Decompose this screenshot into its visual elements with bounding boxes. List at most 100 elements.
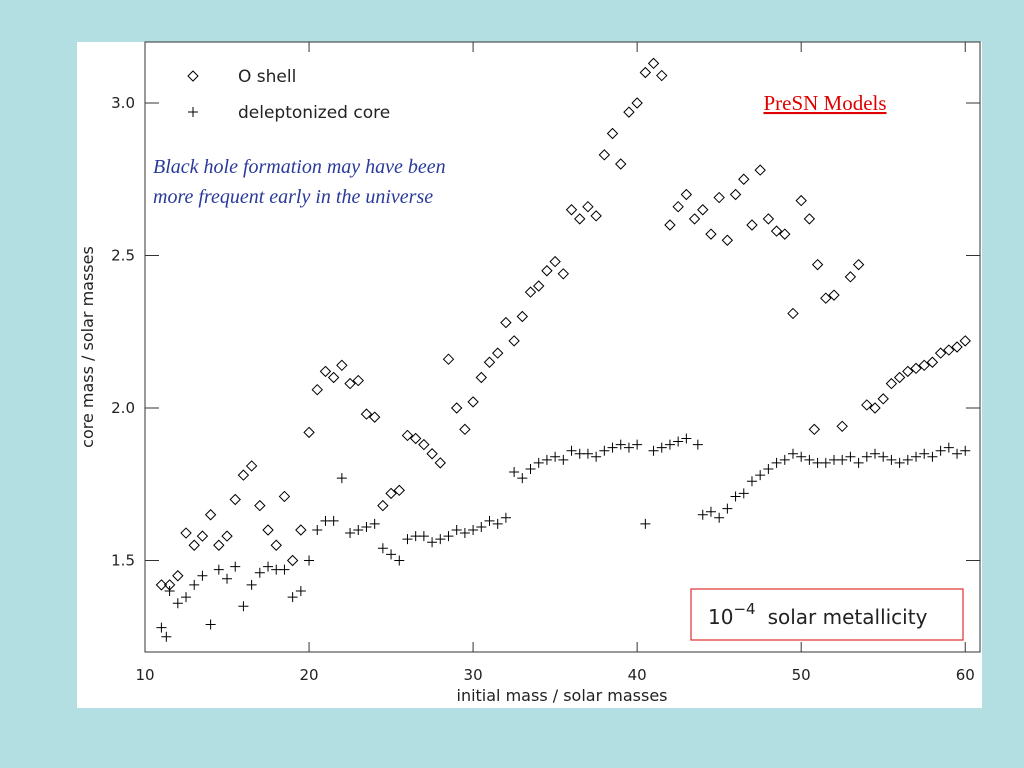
point bbox=[943, 442, 954, 453]
metallicity-box bbox=[690, 588, 964, 641]
point bbox=[796, 451, 807, 462]
point bbox=[623, 442, 634, 453]
point bbox=[550, 451, 561, 462]
point bbox=[598, 149, 611, 161]
point bbox=[894, 457, 905, 468]
point bbox=[787, 307, 799, 320]
legend-symbol bbox=[188, 107, 198, 117]
x-tick-label: 50 bbox=[792, 666, 811, 684]
point bbox=[156, 622, 167, 633]
point bbox=[754, 164, 766, 176]
point bbox=[524, 286, 537, 298]
point bbox=[952, 448, 963, 459]
point bbox=[770, 225, 783, 237]
point bbox=[828, 289, 840, 301]
point bbox=[311, 383, 323, 396]
point bbox=[222, 573, 233, 584]
y-tick-label: 1.5 bbox=[111, 552, 135, 570]
point bbox=[533, 457, 544, 468]
point bbox=[787, 448, 798, 459]
point bbox=[312, 525, 323, 535]
point bbox=[402, 534, 413, 545]
point bbox=[443, 531, 454, 542]
y-tick-label: 3.0 bbox=[111, 94, 135, 112]
point bbox=[360, 408, 373, 420]
point bbox=[304, 555, 315, 566]
x-tick-label: 60 bbox=[956, 666, 975, 684]
point bbox=[295, 586, 306, 596]
point bbox=[180, 527, 192, 539]
point bbox=[688, 213, 701, 225]
point bbox=[763, 464, 774, 474]
point bbox=[705, 228, 717, 240]
point bbox=[935, 445, 946, 456]
point bbox=[246, 579, 257, 590]
point bbox=[287, 592, 298, 603]
point bbox=[328, 515, 339, 526]
annotation-box: Black hole formation may have been more … bbox=[153, 156, 446, 208]
legend-symbol bbox=[187, 70, 199, 82]
point bbox=[779, 228, 791, 240]
point bbox=[615, 158, 627, 170]
point bbox=[656, 442, 667, 453]
point bbox=[196, 530, 209, 542]
point bbox=[722, 503, 733, 514]
point bbox=[394, 555, 405, 566]
point bbox=[808, 423, 821, 436]
point bbox=[377, 543, 388, 554]
point bbox=[640, 518, 651, 529]
point bbox=[386, 549, 397, 560]
point bbox=[632, 439, 643, 450]
point bbox=[943, 344, 955, 356]
point bbox=[295, 524, 307, 536]
point bbox=[221, 530, 233, 542]
point bbox=[344, 377, 356, 390]
legend-label: O shell bbox=[238, 67, 296, 87]
y-tick-label: 2.5 bbox=[111, 247, 135, 265]
point bbox=[263, 561, 274, 572]
point bbox=[762, 213, 775, 225]
point bbox=[188, 539, 200, 551]
point bbox=[230, 561, 241, 572]
point bbox=[197, 570, 208, 581]
point bbox=[795, 194, 807, 207]
point bbox=[164, 586, 175, 596]
point bbox=[516, 310, 529, 323]
point bbox=[434, 457, 446, 469]
point bbox=[427, 537, 438, 548]
point bbox=[270, 539, 282, 551]
point bbox=[738, 173, 750, 185]
point bbox=[648, 445, 659, 456]
point bbox=[771, 457, 782, 468]
point bbox=[483, 356, 496, 368]
point bbox=[517, 473, 528, 484]
point bbox=[730, 491, 741, 502]
point bbox=[541, 454, 552, 465]
point bbox=[418, 531, 429, 542]
point bbox=[442, 353, 455, 365]
point bbox=[509, 467, 520, 478]
point bbox=[803, 213, 816, 225]
point bbox=[870, 448, 881, 459]
point bbox=[558, 454, 569, 465]
point bbox=[836, 420, 848, 433]
point bbox=[254, 567, 265, 578]
point bbox=[401, 429, 414, 442]
point bbox=[820, 457, 831, 468]
point bbox=[459, 528, 470, 539]
point bbox=[286, 554, 299, 567]
point bbox=[484, 515, 495, 526]
point bbox=[845, 451, 856, 462]
point bbox=[714, 512, 725, 523]
point bbox=[673, 436, 684, 447]
x-axis-label: initial mass / solar masses bbox=[457, 686, 668, 705]
point bbox=[205, 619, 216, 630]
x-tick-label: 10 bbox=[135, 666, 154, 684]
point bbox=[934, 347, 947, 359]
point bbox=[746, 476, 757, 487]
point bbox=[697, 509, 708, 520]
point bbox=[886, 454, 897, 465]
point bbox=[468, 525, 479, 535]
point bbox=[664, 219, 676, 231]
point bbox=[451, 525, 462, 535]
